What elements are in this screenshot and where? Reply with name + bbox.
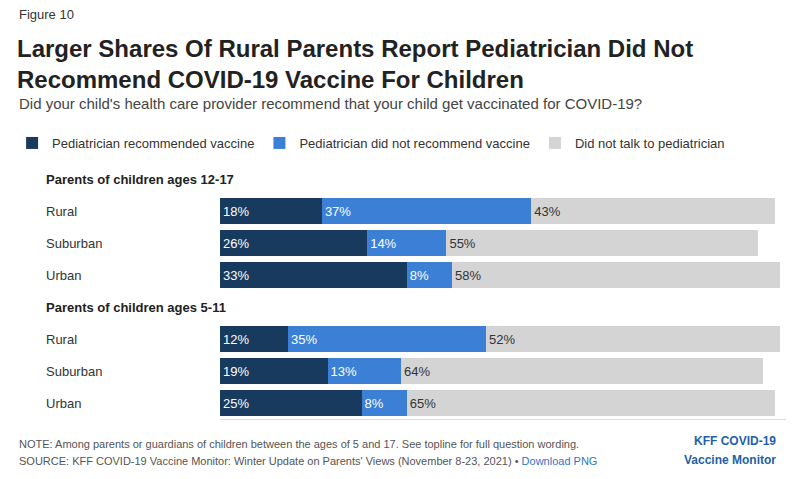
svg-text:Rural: Rural [46,332,77,347]
svg-text:SOURCE: KFF COVID-19 Vaccine M: SOURCE: KFF COVID-19 Vaccine Monitor: Wi… [19,455,597,467]
svg-text:35%: 35% [291,332,317,347]
svg-text:Larger Shares Of Rural Parents: Larger Shares Of Rural Parents Report Pe… [17,35,693,93]
svg-text:58%: 58% [455,268,481,283]
svg-text:Did not talk to pediatrician: Did not talk to pediatrician [575,136,725,151]
svg-text:13%: 13% [331,364,357,379]
svg-text:Urban: Urban [46,396,81,411]
svg-text:55%: 55% [449,236,475,251]
svg-text:12%: 12% [223,332,249,347]
svg-text:Suburban: Suburban [46,364,102,379]
svg-text:Pediatrician did not recommend: Pediatrician did not recommend vaccine [299,136,530,151]
svg-text:64%: 64% [404,364,430,379]
svg-text:Suburban: Suburban [46,236,102,251]
svg-text:8%: 8% [410,268,429,283]
svg-text:52%: 52% [489,332,515,347]
svg-text:Parents of children ages 12-17: Parents of children ages 12-17 [46,172,234,187]
svg-text:Parents of children ages 5-11: Parents of children ages 5-11 [46,300,226,315]
svg-text:18%: 18% [223,204,249,219]
svg-text:NOTE: Among parents or guardia: NOTE: Among parents or guardians of chil… [19,438,579,450]
svg-text:Pediatrician recommended vacci: Pediatrician recommended vaccine [52,136,254,151]
svg-text:Figure 10: Figure 10 [19,7,74,22]
svg-text:33%: 33% [223,268,249,283]
svg-text:Did your child's health care p: Did your child's health care provider re… [19,95,642,112]
svg-text:37%: 37% [325,204,351,219]
svg-text:19%: 19% [223,364,249,379]
svg-text:25%: 25% [223,396,249,411]
svg-text:Urban: Urban [46,268,81,283]
svg-text:Vaccine Monitor: Vaccine Monitor [684,453,776,467]
svg-text:Rural: Rural [46,204,77,219]
svg-text:8%: 8% [365,396,384,411]
svg-text:14%: 14% [370,236,396,251]
svg-text:43%: 43% [534,204,560,219]
svg-text:65%: 65% [410,396,436,411]
svg-text:26%: 26% [223,236,249,251]
svg-text:KFF COVID-19: KFF COVID-19 [694,434,776,448]
